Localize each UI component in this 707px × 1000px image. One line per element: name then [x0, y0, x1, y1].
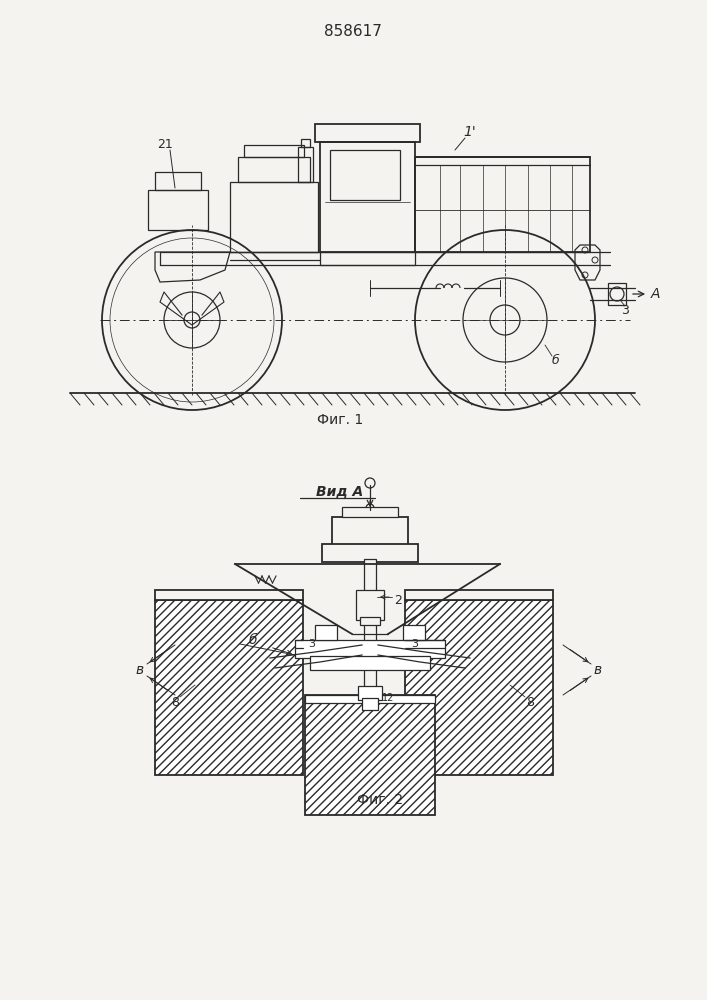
Bar: [320, 142, 415, 252]
Bar: [405, 590, 553, 600]
Bar: [403, 625, 425, 640]
Text: 8: 8: [526, 696, 534, 708]
Bar: [362, 698, 378, 710]
Text: 12: 12: [382, 693, 395, 703]
Text: б: б: [249, 633, 257, 647]
Text: 1': 1': [464, 125, 477, 139]
Bar: [305, 695, 435, 703]
Bar: [360, 617, 380, 625]
Text: 21: 21: [157, 138, 173, 151]
Circle shape: [365, 478, 375, 488]
Bar: [310, 656, 430, 670]
Bar: [332, 517, 408, 545]
Text: 2: 2: [394, 593, 402, 606]
Text: б: б: [551, 354, 559, 366]
Bar: [358, 686, 382, 700]
Bar: [315, 625, 337, 640]
Bar: [155, 600, 303, 775]
Bar: [315, 124, 420, 142]
Bar: [405, 600, 553, 775]
Text: 3: 3: [308, 639, 315, 649]
Bar: [244, 145, 304, 157]
Text: 8: 8: [171, 696, 179, 708]
Text: 3: 3: [621, 304, 629, 316]
Bar: [364, 559, 376, 695]
Bar: [342, 507, 398, 517]
Text: Фиг. 2: Фиг. 2: [357, 793, 403, 807]
Bar: [322, 544, 418, 562]
Bar: [298, 147, 313, 182]
Text: 858617: 858617: [324, 24, 382, 39]
Bar: [295, 640, 445, 658]
Bar: [415, 157, 590, 252]
Text: в: в: [136, 663, 144, 677]
Text: в: в: [594, 663, 602, 677]
Bar: [330, 150, 400, 200]
Text: Вид А: Вид А: [316, 485, 363, 499]
Bar: [301, 139, 310, 147]
Text: А: А: [650, 287, 660, 301]
Bar: [238, 157, 310, 182]
Text: 3: 3: [411, 639, 419, 649]
Bar: [148, 190, 208, 230]
Bar: [305, 695, 435, 815]
Bar: [155, 590, 303, 600]
Bar: [230, 182, 318, 252]
Bar: [356, 590, 384, 620]
Text: Фиг. 1: Фиг. 1: [317, 413, 363, 427]
Bar: [608, 283, 626, 305]
Bar: [155, 172, 201, 190]
